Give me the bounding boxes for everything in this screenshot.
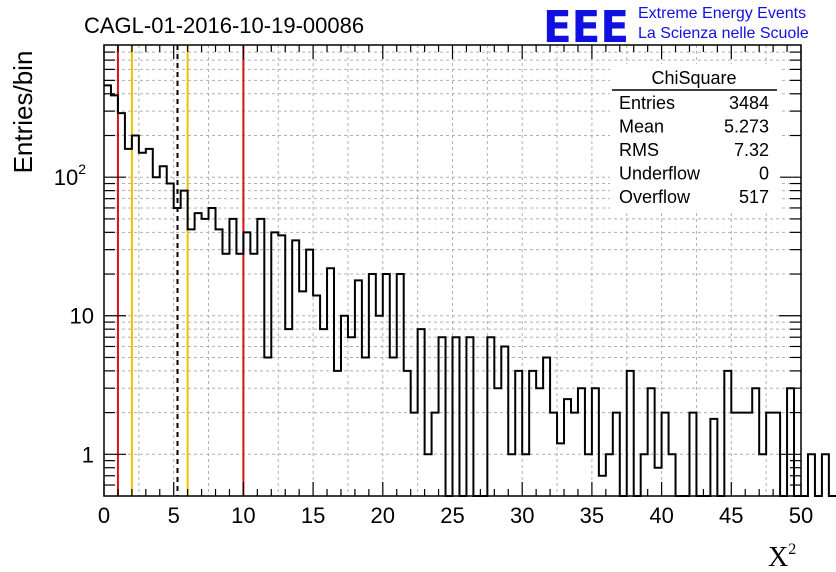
y-tick-label: 1 <box>82 442 94 467</box>
y-tick-label: 102 <box>54 161 86 190</box>
y-tick-label: 10 <box>70 304 94 329</box>
chart-title: CAGL-01-2016-10-19-00086 <box>84 13 364 38</box>
x-tick-label: 20 <box>371 503 395 528</box>
stats-box: ChiSquare Entries 3484 Mean 5.273 RMS 7.32 Und… <box>610 64 780 210</box>
stats-row-label: Entries <box>619 93 675 113</box>
x-tick-label: 10 <box>231 503 255 528</box>
x-tick-label: 35 <box>580 503 604 528</box>
x-tick-label: 50 <box>789 503 813 528</box>
axes: 0 5 10 15 20 25 30 35 40 45 50 1 10 102 <box>54 45 813 528</box>
x-tick-label: 25 <box>440 503 464 528</box>
stats-row-value: 517 <box>739 187 769 207</box>
stats-row-value: 3484 <box>729 93 769 113</box>
stats-row-value: 5.273 <box>724 117 769 137</box>
stats-title: ChiSquare <box>651 68 736 88</box>
stats-row-label: RMS <box>619 140 659 160</box>
x-tick-label: 40 <box>649 503 673 528</box>
stats-row-label: Mean <box>619 117 664 137</box>
reference-lines <box>116 45 245 496</box>
x-tick-label: 45 <box>719 503 743 528</box>
logo-line-1: Extreme Energy Events <box>638 5 806 22</box>
stats-row-value: 7.32 <box>734 140 769 160</box>
x-tick-label: 30 <box>510 503 534 528</box>
x-tick-label: 0 <box>98 503 110 528</box>
y-axis-label: Entries/bin <box>8 51 38 174</box>
x-tick-label: 5 <box>168 503 180 528</box>
stats-row-value: 0 <box>759 164 769 184</box>
x-axis-label: X2 <box>768 541 796 572</box>
x-tick-label: 15 <box>301 503 325 528</box>
histogram-outline <box>104 84 836 497</box>
logo-line-2: La Scienza nelle Scuole <box>638 25 809 42</box>
grid-lines <box>104 45 801 496</box>
eee-logo-mark: EEE <box>543 2 629 53</box>
stats-row-label: Underflow <box>619 164 701 184</box>
stats-row-label: Overflow <box>619 187 691 207</box>
